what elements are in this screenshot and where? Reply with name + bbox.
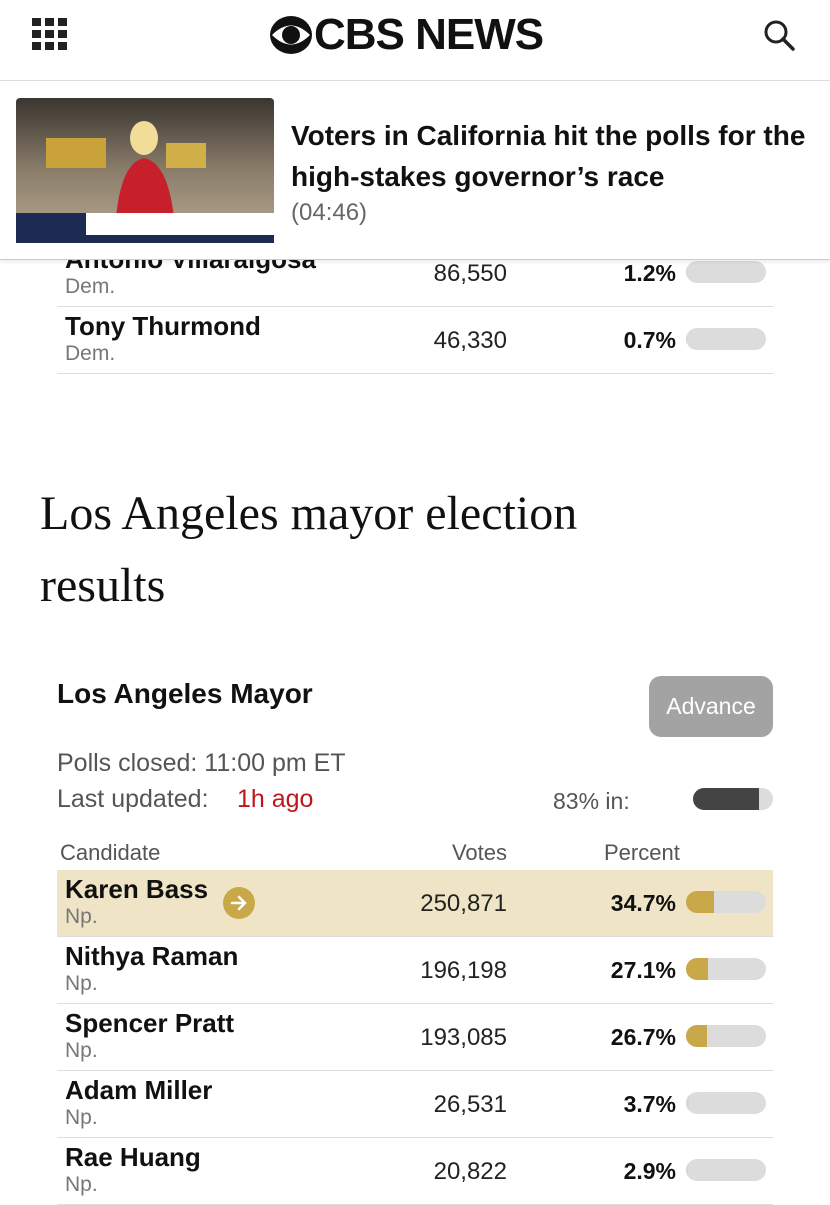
candidate-row: Karen Bass Np. 250,871 34.7% — [57, 870, 773, 937]
logo[interactable]: CBS NEWS — [314, 10, 544, 59]
candidate-name: Karen Bass — [65, 874, 209, 904]
candidate-name: Nithya Raman — [65, 941, 239, 971]
video-duration: (04:46) — [291, 199, 368, 226]
candidate-row: Rae Huang Np. 20,822 2.9% — [57, 1138, 773, 1205]
candidate-row: Tony Thurmond Dem. 46,330 0.7% — [57, 307, 773, 374]
candidate-row: Nithya Raman Np. 196,198 27.1% — [57, 937, 773, 1004]
video-thumbnail — [16, 98, 274, 243]
advance-button[interactable]: Advance — [649, 676, 773, 737]
reporting-bar — [693, 788, 760, 810]
percent-track — [686, 1159, 766, 1181]
candidate-name: Spencer Pratt — [65, 1008, 235, 1038]
search-icon[interactable] — [762, 18, 798, 54]
percent-bar — [686, 261, 687, 283]
percent-track — [686, 261, 766, 283]
candidate-party: Dem. — [65, 342, 116, 365]
candidate-party: Np. — [65, 905, 98, 928]
percent-bar — [686, 958, 708, 980]
candidate-percent: 2.9% — [623, 1158, 676, 1184]
percent-bar — [686, 328, 687, 350]
candidate-votes: 46,330 — [433, 327, 507, 354]
candidate-percent: 27.1% — [610, 957, 676, 983]
candidate-party: Dem. — [65, 275, 116, 298]
candidate-percent: 3.7% — [623, 1091, 676, 1117]
menu-icon[interactable] — [30, 16, 70, 52]
header: CBS NEWS — [0, 0, 830, 81]
candidate-name: Adam Miller — [65, 1075, 213, 1105]
candidate-party: Np. — [65, 1039, 98, 1062]
candidate-party: Np. — [65, 972, 98, 995]
percent-track — [686, 958, 766, 980]
candidate-votes: 193,085 — [420, 1024, 507, 1051]
candidate-party: Np. — [65, 1106, 98, 1129]
candidate-percent: 1.2% — [623, 260, 676, 286]
candidate-percent: 0.7% — [623, 327, 676, 353]
race-title: Los Angeles Mayor — [57, 678, 313, 709]
leader-arrow[interactable] — [223, 887, 255, 919]
percent-track — [686, 328, 766, 350]
last-updated: 1h ago — [237, 785, 314, 813]
column-header: Percent — [604, 840, 680, 865]
video-title: Voters in California hit the polls for t… — [291, 120, 806, 192]
reporting-label: 83% in: — [553, 788, 630, 814]
percent-bar — [686, 1092, 689, 1114]
last-updated-label: Last updated: — [57, 785, 209, 813]
percent-bar — [686, 1025, 708, 1047]
percent-track — [686, 891, 766, 913]
candidate-name: Rae Huang — [65, 1142, 201, 1172]
candidate-votes: 196,198 — [420, 957, 507, 984]
candidate-votes: 250,871 — [420, 890, 507, 917]
percent-track — [686, 1092, 766, 1114]
percent-bar — [686, 891, 714, 913]
candidate-percent: 34.7% — [610, 890, 676, 916]
percent-track — [686, 1025, 766, 1047]
candidate-percent: 26.7% — [610, 1024, 676, 1050]
section-title: Los Angeles mayor election results — [40, 487, 578, 612]
reporting-track — [693, 788, 773, 810]
column-header: Votes — [451, 840, 507, 865]
video-banner[interactable]: Voters in California hit the polls for t… — [0, 81, 830, 260]
cbs-eye — [270, 16, 312, 54]
candidate-row: Adam Miller Np. 26,531 3.7% — [57, 1071, 773, 1138]
candidate-votes: 20,822 — [433, 1158, 507, 1185]
candidate-votes: 86,550 — [433, 260, 507, 287]
column-header: Candidate — [60, 840, 161, 865]
percent-bar — [686, 1159, 689, 1181]
candidate-row: Spencer Pratt Np. 193,085 26.7% — [57, 1004, 773, 1071]
candidate-party: Np. — [65, 1173, 98, 1196]
candidate-votes: 26,531 — [433, 1091, 507, 1118]
polls-closed: Polls closed: 11:00 pm ET — [57, 749, 346, 777]
candidate-name: Tony Thurmond — [65, 311, 261, 341]
